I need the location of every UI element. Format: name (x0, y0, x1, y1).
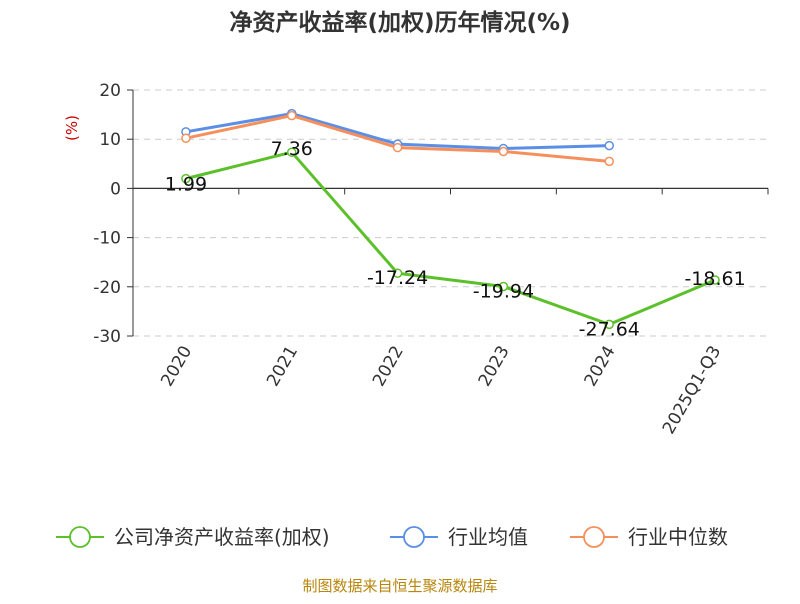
data-source-note: 制图数据来自恒生聚源数据库 (302, 577, 497, 595)
data-point (287, 147, 297, 157)
data-point (181, 133, 191, 143)
legend-swatch-marker (403, 526, 425, 548)
data-label: -19.94 (473, 281, 534, 303)
data-point (392, 142, 403, 153)
y-tick-label: 10 (99, 130, 121, 150)
axes: 20 10 0 -10 -20 -30 2020 2021 2022 2023 2024 2025Q1… (93, 81, 769, 438)
data-label: 1.99 (165, 174, 207, 196)
series-line (185, 114, 610, 163)
x-tick-label: 2023 (475, 342, 514, 389)
y-tick-label: -20 (93, 278, 121, 298)
series-line (185, 150, 716, 326)
x-tick-label: 2022 (369, 343, 408, 390)
data-label: -17.24 (367, 267, 428, 289)
series-lines (181, 108, 720, 330)
chart-title: 净资产收益率(加权)历年情况(%) (229, 9, 570, 36)
data-point (498, 281, 509, 292)
x-tick-label: 2025Q1-Q3 (659, 343, 726, 438)
data-labels: 1.99 7.36 -17.24 -19.94 -27.64 -18.61 (165, 138, 746, 340)
legend-swatch-marker (583, 526, 605, 548)
y-tick-label: -30 (93, 327, 121, 347)
legend-label: 行业均值 (448, 525, 528, 549)
data-point (604, 140, 614, 151)
legend: 公司净资产收益率(加权) 行业均值 行业中位数 (56, 525, 728, 549)
data-point (498, 146, 509, 157)
legend-label: 公司净资产收益率(加权) (114, 525, 330, 549)
data-point (287, 110, 297, 121)
x-tick-label: 2021 (263, 343, 302, 390)
data-point (604, 319, 614, 330)
data-point (392, 268, 403, 278)
y-axis-unit: (%) (63, 115, 81, 141)
data-point (604, 156, 614, 167)
data-point (710, 275, 720, 285)
data-label: -18.61 (684, 268, 745, 290)
grid-lines (133, 89, 768, 337)
x-tick-label: 2020 (157, 343, 196, 390)
data-label: -27.64 (579, 318, 640, 340)
legend-label: 行业中位数 (628, 525, 728, 549)
data-point (181, 173, 191, 184)
y-tick-label: -10 (93, 229, 121, 249)
data-label: 7.36 (271, 138, 313, 160)
y-tick-label: 20 (99, 81, 121, 101)
y-tick-label: 0 (110, 179, 121, 199)
x-tick-label: 2024 (581, 343, 620, 390)
legend-swatch-marker (69, 526, 91, 548)
